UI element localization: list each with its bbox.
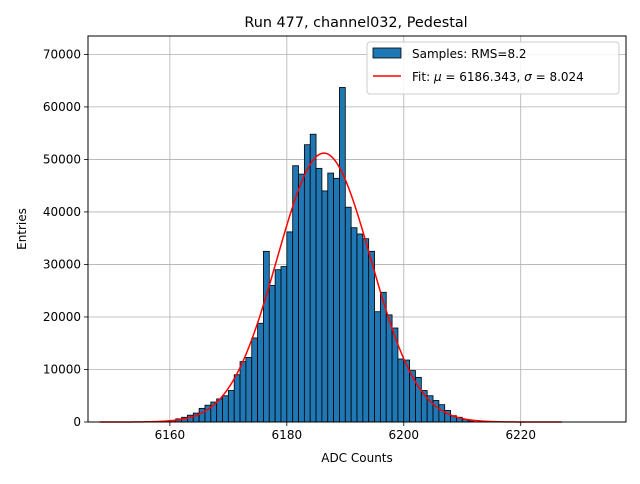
legend-box (366, 41, 620, 95)
x-axis-label: ADC Counts (321, 451, 393, 465)
histogram-bar (222, 395, 229, 423)
histogram-bar (333, 177, 340, 423)
histogram-bar (198, 407, 206, 423)
histogram-bar (286, 231, 294, 423)
histogram-bar (263, 250, 270, 423)
histogram-bar (239, 361, 247, 423)
x-tick-label: 6220 (505, 428, 536, 442)
histogram-bar (298, 173, 305, 423)
x-tick-label: 6180 (272, 428, 303, 442)
histogram-bar (274, 269, 282, 423)
x-axis-ticks: 6160 6180 6200 6220 (155, 422, 536, 442)
y-axis-ticks: 0 10000 20000 30000 40000 50000 60000 70000 (43, 47, 88, 429)
x-tick-label: 6200 (389, 428, 420, 442)
histogram-bar (309, 133, 317, 423)
y-tick-label: 50000 (43, 152, 81, 166)
histogram-bar (227, 390, 235, 423)
histogram-bar (344, 206, 352, 423)
histogram-bar (350, 227, 358, 423)
y-axis-label: Entries (15, 208, 29, 250)
y-tick-label: 60000 (43, 100, 81, 114)
legend-fit-label: Fit: μ = 6186.343, σ = 8.024 (412, 70, 584, 84)
histogram-bar (438, 404, 446, 423)
x-tick-label: 6160 (155, 428, 186, 442)
histogram-bar (432, 400, 440, 423)
y-tick-label: 30000 (43, 257, 81, 271)
y-tick-label: 10000 (43, 362, 81, 376)
plot-frame (87, 35, 627, 423)
histogram-bar (362, 238, 370, 423)
histogram-bar (356, 233, 364, 423)
histogram-bar (397, 358, 405, 423)
chart-title: Run 477, channel032, Pedestal (244, 15, 467, 31)
histogram-bar (327, 172, 335, 423)
histogram-bar (339, 87, 346, 423)
legend-hist-label: Samples: RMS=8.2 (412, 47, 527, 61)
histogram-bar (374, 311, 381, 423)
histogram-bar (379, 291, 387, 423)
histogram-bar (245, 357, 253, 423)
histogram-bar (233, 374, 241, 423)
y-tick-label: 20000 (43, 310, 81, 324)
y-tick-label: 40000 (43, 205, 81, 219)
histogram-bar (321, 190, 329, 423)
fit-curve (99, 152, 562, 423)
legend-hist-swatch (372, 47, 402, 59)
histogram-bar (280, 266, 288, 423)
histogram-bar (315, 167, 323, 423)
histogram-bar (268, 285, 276, 423)
y-tick-label: 0 (73, 415, 81, 429)
histogram-bar (368, 250, 375, 423)
y-tick-label: 70000 (43, 47, 81, 61)
histogram-bar (385, 314, 393, 423)
histogram-bar (257, 322, 264, 423)
histogram-bars (169, 87, 475, 423)
histogram-bar (251, 337, 258, 423)
histogram-bar (303, 144, 311, 423)
legend: Samples: RMS=8.2 Fit: μ = 6186.343, σ = … (366, 41, 620, 95)
